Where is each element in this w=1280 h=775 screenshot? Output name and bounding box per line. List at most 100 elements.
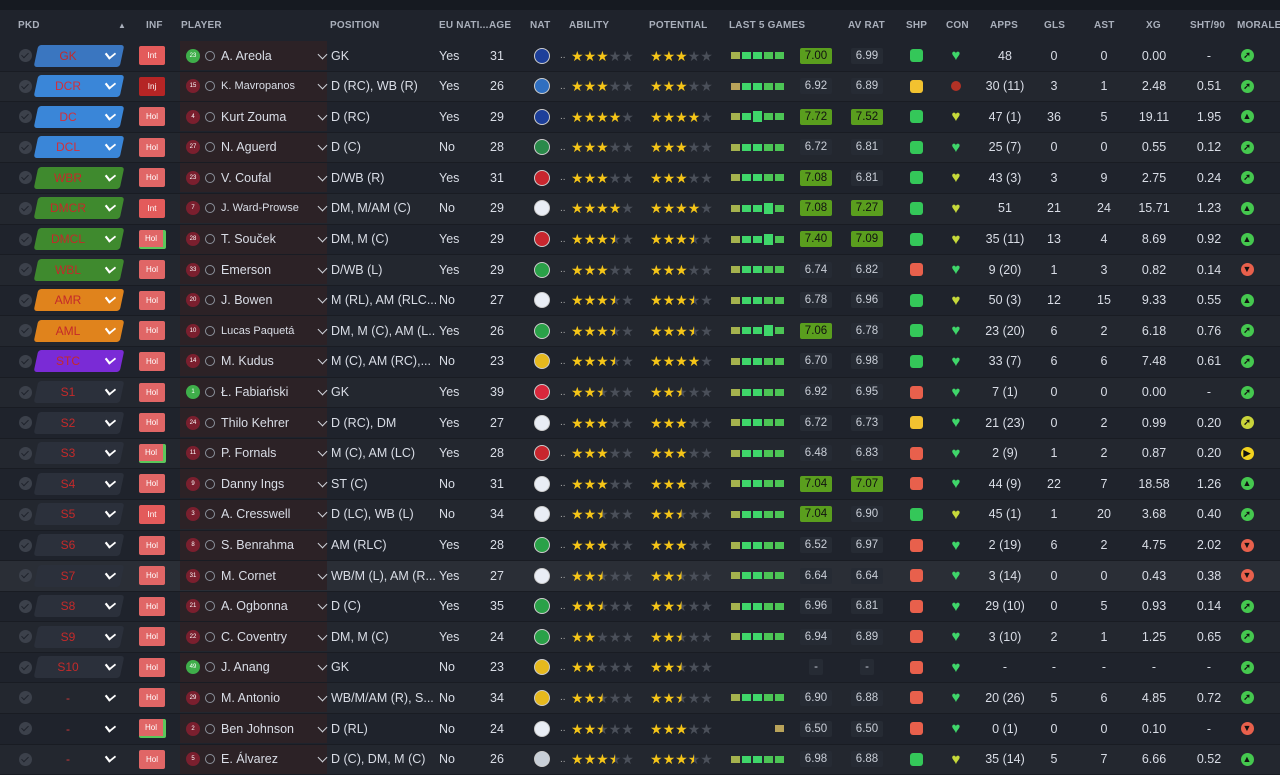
player-name-cell[interactable]: 27 N. Aguerd (186, 133, 328, 162)
picked-checkbox[interactable] (18, 622, 32, 651)
header-position[interactable]: POSITION (330, 20, 380, 31)
chevron-down-icon[interactable] (104, 200, 117, 213)
info-badge[interactable]: Hol (139, 592, 167, 621)
picked-checkbox[interactable] (18, 194, 32, 223)
table-row[interactable]: S5 Int 3 A. Cresswell D (LC), WB (L) No 34.. ★ ★… (0, 499, 1280, 531)
player-name-cell[interactable]: 49 J. Anang (186, 653, 328, 682)
picked-checkbox[interactable] (18, 408, 32, 437)
player-name-cell[interactable]: 7 J. Ward-Prowse (186, 194, 328, 223)
player-name[interactable]: A. Cresswell (221, 507, 291, 522)
table-row[interactable]: DMCR Int 7 J. Ward-Prowse DM, M/AM (C) No 29..… (0, 193, 1280, 225)
player-name[interactable]: Lucas Paquetá (221, 324, 295, 337)
chevron-down-icon[interactable] (104, 445, 117, 457)
picked-checkbox[interactable] (18, 653, 32, 682)
picked-checkbox[interactable] (18, 745, 32, 774)
position-selector[interactable]: S9 (33, 622, 125, 651)
table-row[interactable]: WBL Hol 33 Emerson D/WB (L) Yes 29.. ★ ★ ★ ★ ★ ★ ★ ★ ★ ★… (0, 255, 1280, 286)
picked-checkbox[interactable] (18, 102, 32, 131)
player-name-cell[interactable]: 14 M. Kudus (186, 347, 328, 376)
table-row[interactable]: S2 Hol 24 Thilo Kehrer D (RC), DM Yes 27.. ★ ★ ★ ★… (0, 408, 1280, 439)
chevron-down-icon[interactable] (104, 537, 117, 549)
header-con[interactable]: CON (946, 20, 969, 31)
header-eu[interactable]: EU NATI... (439, 20, 489, 31)
header-player[interactable]: PLAYER (181, 20, 222, 31)
player-name-cell[interactable]: 15 K. Mavropanos (186, 72, 328, 101)
chevron-down-icon[interactable] (104, 751, 117, 763)
chevron-down-icon[interactable] (104, 139, 117, 151)
player-name-cell[interactable]: 24 Thilo Kehrer (186, 408, 328, 437)
info-badge[interactable]: Hol (139, 714, 167, 743)
header-xg[interactable]: XG (1146, 20, 1161, 31)
chevron-down-icon[interactable] (104, 323, 117, 335)
chevron-down-icon[interactable] (317, 691, 328, 702)
player-name-cell[interactable]: 11 P. Fornals (186, 439, 328, 468)
player-name-cell[interactable]: 1 Ł. Fabiański (186, 378, 328, 407)
position-selector[interactable]: - (36, 745, 124, 774)
table-row[interactable]: S4 Hol 9 Danny Ings ST (C) No 31.. ★ ★ ★ ★ ★ ★ ★ ★ ★ ★ 7.… (0, 469, 1280, 500)
player-name[interactable]: P. Fornals (221, 446, 277, 461)
table-row[interactable]: S3 Hol 11 P. Fornals M (C), AM (LC) Yes 28.. ★ ★… (0, 438, 1280, 470)
sort-ascending-icon[interactable]: ▲ (118, 21, 127, 30)
info-badge[interactable]: Hol (139, 102, 167, 131)
position-selector[interactable]: S5 (33, 500, 125, 529)
player-name[interactable]: A. Areola (221, 48, 272, 63)
player-name-cell[interactable]: 2 Ben Johnson (186, 714, 328, 743)
player-name[interactable]: Ben Johnson (221, 721, 294, 736)
header-ability[interactable]: ABILITY (569, 20, 610, 31)
player-name[interactable]: M. Antonio (221, 690, 281, 705)
picked-checkbox[interactable] (18, 683, 32, 712)
picked-checkbox[interactable] (18, 72, 32, 101)
picked-checkbox[interactable] (18, 531, 32, 560)
player-name[interactable]: M. Kudus (221, 354, 274, 369)
chevron-down-icon[interactable] (317, 446, 328, 457)
player-name-cell[interactable]: 29 M. Antonio (186, 683, 328, 712)
table-row[interactable]: S10 Hol 49 J. Anang GK No 23.. ★ ★ ★ ★ ★ ★ ★ ★ ★ ★ - - ♥ - - -… (0, 652, 1280, 684)
position-selector[interactable]: DMCL (33, 225, 125, 254)
chevron-down-icon[interactable] (317, 722, 328, 733)
table-row[interactable]: - Hol 5 E. Álvarez D (C), DM, M (C) No 26.. ★ ★ ★… (0, 744, 1280, 775)
player-name-cell[interactable]: 28 T. Souček (186, 225, 328, 254)
position-selector[interactable]: WBR (33, 163, 125, 192)
chevron-down-icon[interactable] (104, 629, 117, 641)
position-selector[interactable]: S2 (33, 408, 125, 437)
header-morale[interactable]: MORALE (1237, 20, 1280, 31)
table-row[interactable]: AMR Hol 20 J. Bowen M (RL), AM (RLC... No 27..… (0, 285, 1280, 317)
position-selector[interactable]: WBL (33, 255, 125, 284)
chevron-down-icon[interactable] (317, 599, 328, 610)
chevron-down-icon[interactable] (104, 353, 117, 366)
table-row[interactable]: DCL Hol 27 N. Aguerd D (C) No 28.. ★ ★ ★ ★ ★ ★ ★ ★ ★ ★ 6.… (0, 132, 1280, 164)
position-selector[interactable]: DCR (33, 72, 125, 101)
player-name-cell[interactable]: 33 Emerson (186, 255, 328, 284)
chevron-down-icon[interactable] (104, 109, 117, 121)
player-name[interactable]: J. Anang (221, 660, 270, 675)
chevron-down-icon[interactable] (317, 507, 328, 518)
chevron-down-icon[interactable] (317, 538, 328, 549)
position-selector[interactable]: S7 (33, 561, 125, 590)
position-selector[interactable]: GK (33, 41, 125, 70)
chevron-down-icon[interactable] (104, 598, 117, 610)
player-name[interactable]: Emerson (221, 262, 272, 277)
header-avrat[interactable]: AV RAT (848, 20, 885, 31)
position-selector[interactable]: S3 (33, 439, 125, 468)
position-selector[interactable]: DCL (33, 133, 125, 162)
player-name[interactable]: Kurt Zouma (221, 109, 287, 124)
picked-checkbox[interactable] (18, 255, 32, 284)
position-selector[interactable]: - (36, 714, 124, 743)
player-name[interactable]: Danny Ings (221, 476, 285, 491)
picked-checkbox[interactable] (18, 347, 32, 376)
position-selector[interactable]: S6 (33, 531, 125, 560)
picked-checkbox[interactable] (18, 378, 32, 407)
table-row[interactable]: WBR Hol 23 V. Coufal D/WB (R) Yes 31.. ★ ★ ★ ★ ★ ★ ★ ★… (0, 163, 1280, 194)
chevron-down-icon[interactable] (317, 202, 328, 212)
chevron-down-icon[interactable] (104, 506, 117, 519)
player-name[interactable]: J. Bowen (221, 293, 273, 308)
info-badge[interactable]: Hol (139, 347, 167, 376)
info-badge[interactable]: Hol (139, 225, 167, 254)
chevron-down-icon[interactable] (104, 170, 117, 182)
chevron-down-icon[interactable] (104, 47, 117, 60)
picked-checkbox[interactable] (18, 133, 32, 162)
header-shp[interactable]: SHP (906, 20, 928, 31)
chevron-down-icon[interactable] (104, 690, 117, 702)
player-name-cell[interactable]: 23 V. Coufal (186, 163, 328, 192)
chevron-down-icon[interactable] (317, 140, 328, 151)
